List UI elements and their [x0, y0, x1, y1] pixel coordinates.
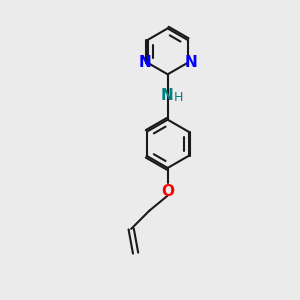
- Text: O: O: [161, 184, 174, 199]
- Text: N: N: [139, 55, 151, 70]
- Text: N: N: [160, 88, 173, 103]
- Text: H: H: [173, 92, 183, 104]
- Text: N: N: [184, 55, 197, 70]
